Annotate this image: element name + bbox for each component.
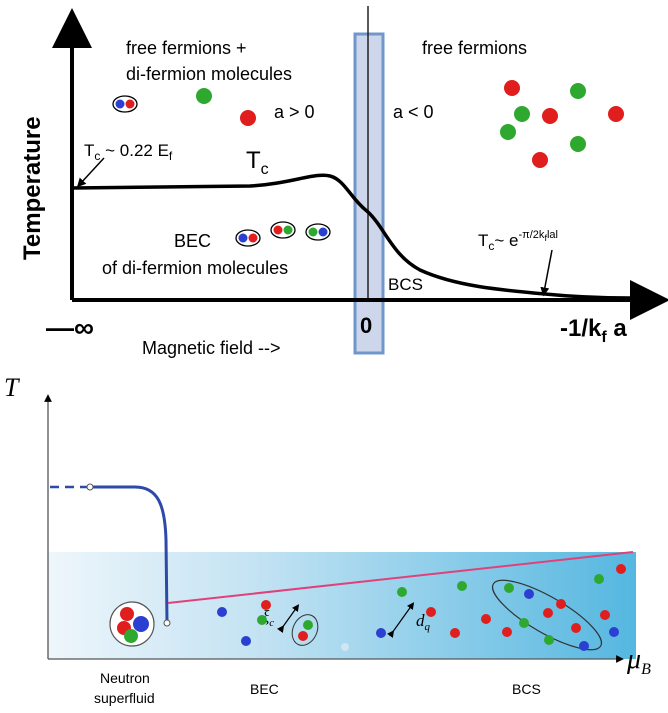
tc-right-annotation: Tc~ e-π/2kflal	[478, 229, 558, 253]
xi-arrow	[276, 604, 300, 634]
dq-arrow	[386, 602, 415, 639]
molecule-icon	[235, 229, 261, 247]
red-fermion	[543, 608, 553, 618]
red-fermion	[542, 108, 558, 124]
bottom-phase-diagram: ξc dq T μB	[4, 373, 651, 706]
bottom-bcs-label: BCS	[512, 681, 541, 697]
green-fermion	[504, 583, 514, 593]
xi-label: ξc	[262, 607, 274, 629]
top-phase-diagram: Temperature —∞ Magnetic field --> 0 -1/k…	[19, 6, 668, 358]
curve-end-marker	[163, 619, 171, 627]
green-fermion	[519, 618, 529, 628]
bcs-label: BCS	[388, 275, 423, 294]
a-negative-label: a < 0	[393, 102, 434, 122]
dq-label: dq	[416, 611, 431, 633]
green-fermion	[196, 88, 212, 104]
tc-label: Tc	[246, 147, 269, 178]
bottom-y-axis-label: T	[4, 373, 20, 402]
red-fermion	[426, 607, 436, 617]
red-fermion	[450, 628, 460, 638]
green-fermion	[514, 106, 530, 122]
molecule-icon	[305, 223, 331, 241]
blue-fermion	[524, 589, 534, 599]
bec-region-header-1: free fermions +	[126, 38, 247, 58]
blue-fermion	[579, 641, 589, 651]
tc-left-annotation: Tc ~ 0.22 Ef	[84, 141, 173, 163]
x-mid-label: Magnetic field -->	[142, 338, 281, 358]
red-fermion	[600, 610, 610, 620]
green-fermion	[570, 136, 586, 152]
red-fermion	[504, 80, 520, 96]
green-fermion	[544, 635, 554, 645]
x-right-label: -1/kf a	[560, 315, 627, 346]
curve-start-marker	[86, 483, 94, 491]
red-fermion	[481, 614, 491, 624]
red-fermion	[261, 600, 271, 610]
blue-fermion	[376, 628, 386, 638]
red-fermion	[298, 631, 308, 641]
red-fermion	[571, 623, 581, 633]
neutron-label-2: superfluid	[94, 690, 155, 706]
tc-curve	[71, 173, 631, 300]
tc-right-arrow	[540, 249, 553, 297]
blue-fermion	[217, 607, 227, 617]
green-fermion	[570, 83, 586, 99]
bottom-bec-label: BEC	[250, 681, 279, 697]
neutron-tc-curve	[90, 485, 169, 623]
blue-fermion	[609, 627, 619, 637]
top-y-axis-label: Temperature	[19, 116, 46, 260]
bcs-region-header: free fermions	[422, 38, 527, 58]
green-fermion	[457, 581, 467, 591]
faint-fermion	[341, 643, 349, 651]
x-left-label: —∞	[46, 312, 94, 343]
green-fermion	[594, 574, 604, 584]
red-fermion	[608, 106, 624, 122]
red-fermion	[556, 599, 566, 609]
red-fermion	[616, 564, 626, 574]
bec-label-2: of di-fermion molecules	[102, 258, 288, 278]
neutron-cluster	[109, 601, 155, 647]
bcs-pair-outline	[491, 579, 603, 651]
tc-left-arrow	[76, 157, 105, 188]
neutron-label-1: Neutron	[100, 670, 150, 686]
unitarity-band	[353, 32, 385, 355]
molecule-icon	[112, 95, 138, 113]
green-fermion	[500, 124, 516, 140]
bec-region-header-2: di-fermion molecules	[126, 64, 292, 84]
a-positive-label: a > 0	[274, 102, 315, 122]
red-fermion	[532, 152, 548, 168]
green-fermion	[397, 587, 407, 597]
bottom-x-axis-label: μB	[626, 644, 651, 678]
bec-label-1: BEC	[174, 231, 211, 251]
red-fermion	[240, 110, 256, 126]
crossover-line	[167, 551, 634, 604]
green-fermion	[303, 620, 313, 630]
molecule-icon	[270, 221, 296, 239]
red-fermion	[502, 627, 512, 637]
blue-fermion	[241, 636, 251, 646]
x-zero-label: 0	[360, 313, 372, 338]
green-fermion	[257, 615, 267, 625]
